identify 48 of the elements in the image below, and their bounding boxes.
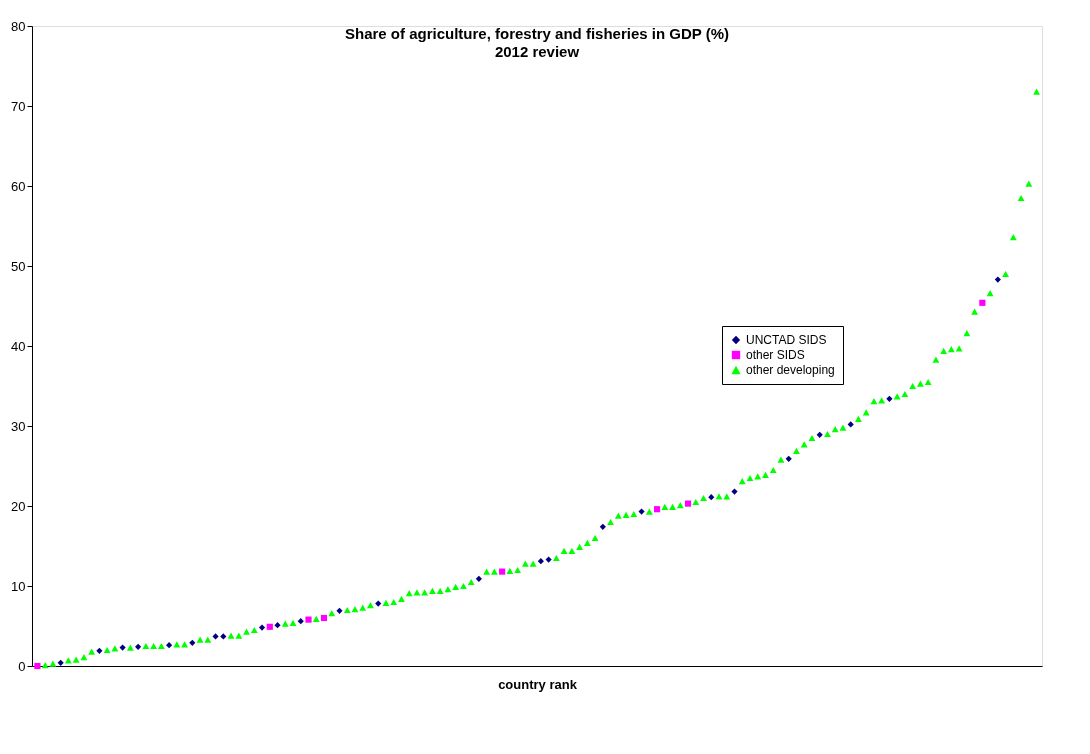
point bbox=[599, 523, 606, 530]
point bbox=[320, 614, 328, 622]
point bbox=[166, 642, 173, 649]
point bbox=[34, 662, 41, 670]
legend-label: other SIDS bbox=[746, 348, 805, 362]
y-tick-label: 80 bbox=[11, 18, 26, 34]
point bbox=[816, 431, 823, 438]
point bbox=[266, 623, 273, 630]
point bbox=[220, 633, 227, 640]
point bbox=[537, 558, 544, 565]
point bbox=[212, 633, 219, 640]
point bbox=[545, 556, 552, 563]
chart-title: Share of agriculture, forestry and fisheries in GDP (%) bbox=[345, 25, 729, 42]
legend-label: UNCTAD SIDS bbox=[746, 333, 827, 347]
y-tick-label: 10 bbox=[11, 578, 26, 594]
y-tick-label: 30 bbox=[11, 418, 26, 434]
point bbox=[336, 607, 343, 614]
y-tick-label: 60 bbox=[11, 178, 26, 194]
point bbox=[274, 622, 281, 629]
point bbox=[731, 488, 738, 495]
point bbox=[119, 644, 126, 651]
point bbox=[994, 276, 1001, 283]
y-tick-label: 70 bbox=[11, 98, 26, 114]
point bbox=[638, 508, 645, 515]
point bbox=[499, 568, 506, 575]
point bbox=[847, 421, 854, 428]
point bbox=[297, 618, 304, 625]
point bbox=[684, 500, 692, 507]
point bbox=[57, 659, 64, 666]
point bbox=[653, 506, 661, 513]
point bbox=[258, 624, 266, 631]
text: 2012 review bbox=[494, 43, 580, 60]
y-tick-label: 0 bbox=[18, 658, 26, 674]
y-tick-label: 50 bbox=[11, 258, 26, 274]
y-tick-label: 40 bbox=[11, 338, 26, 354]
point bbox=[375, 600, 382, 607]
point bbox=[189, 639, 196, 646]
point bbox=[305, 616, 312, 623]
legend-label: other developing bbox=[746, 363, 835, 377]
point bbox=[475, 575, 482, 582]
point bbox=[785, 455, 792, 462]
point bbox=[979, 299, 986, 306]
point bbox=[135, 643, 142, 650]
point bbox=[708, 494, 715, 501]
y-tick-label: 20 bbox=[11, 498, 26, 514]
point bbox=[886, 395, 893, 402]
x-axis-title: country rank bbox=[498, 676, 578, 692]
point bbox=[96, 647, 103, 654]
